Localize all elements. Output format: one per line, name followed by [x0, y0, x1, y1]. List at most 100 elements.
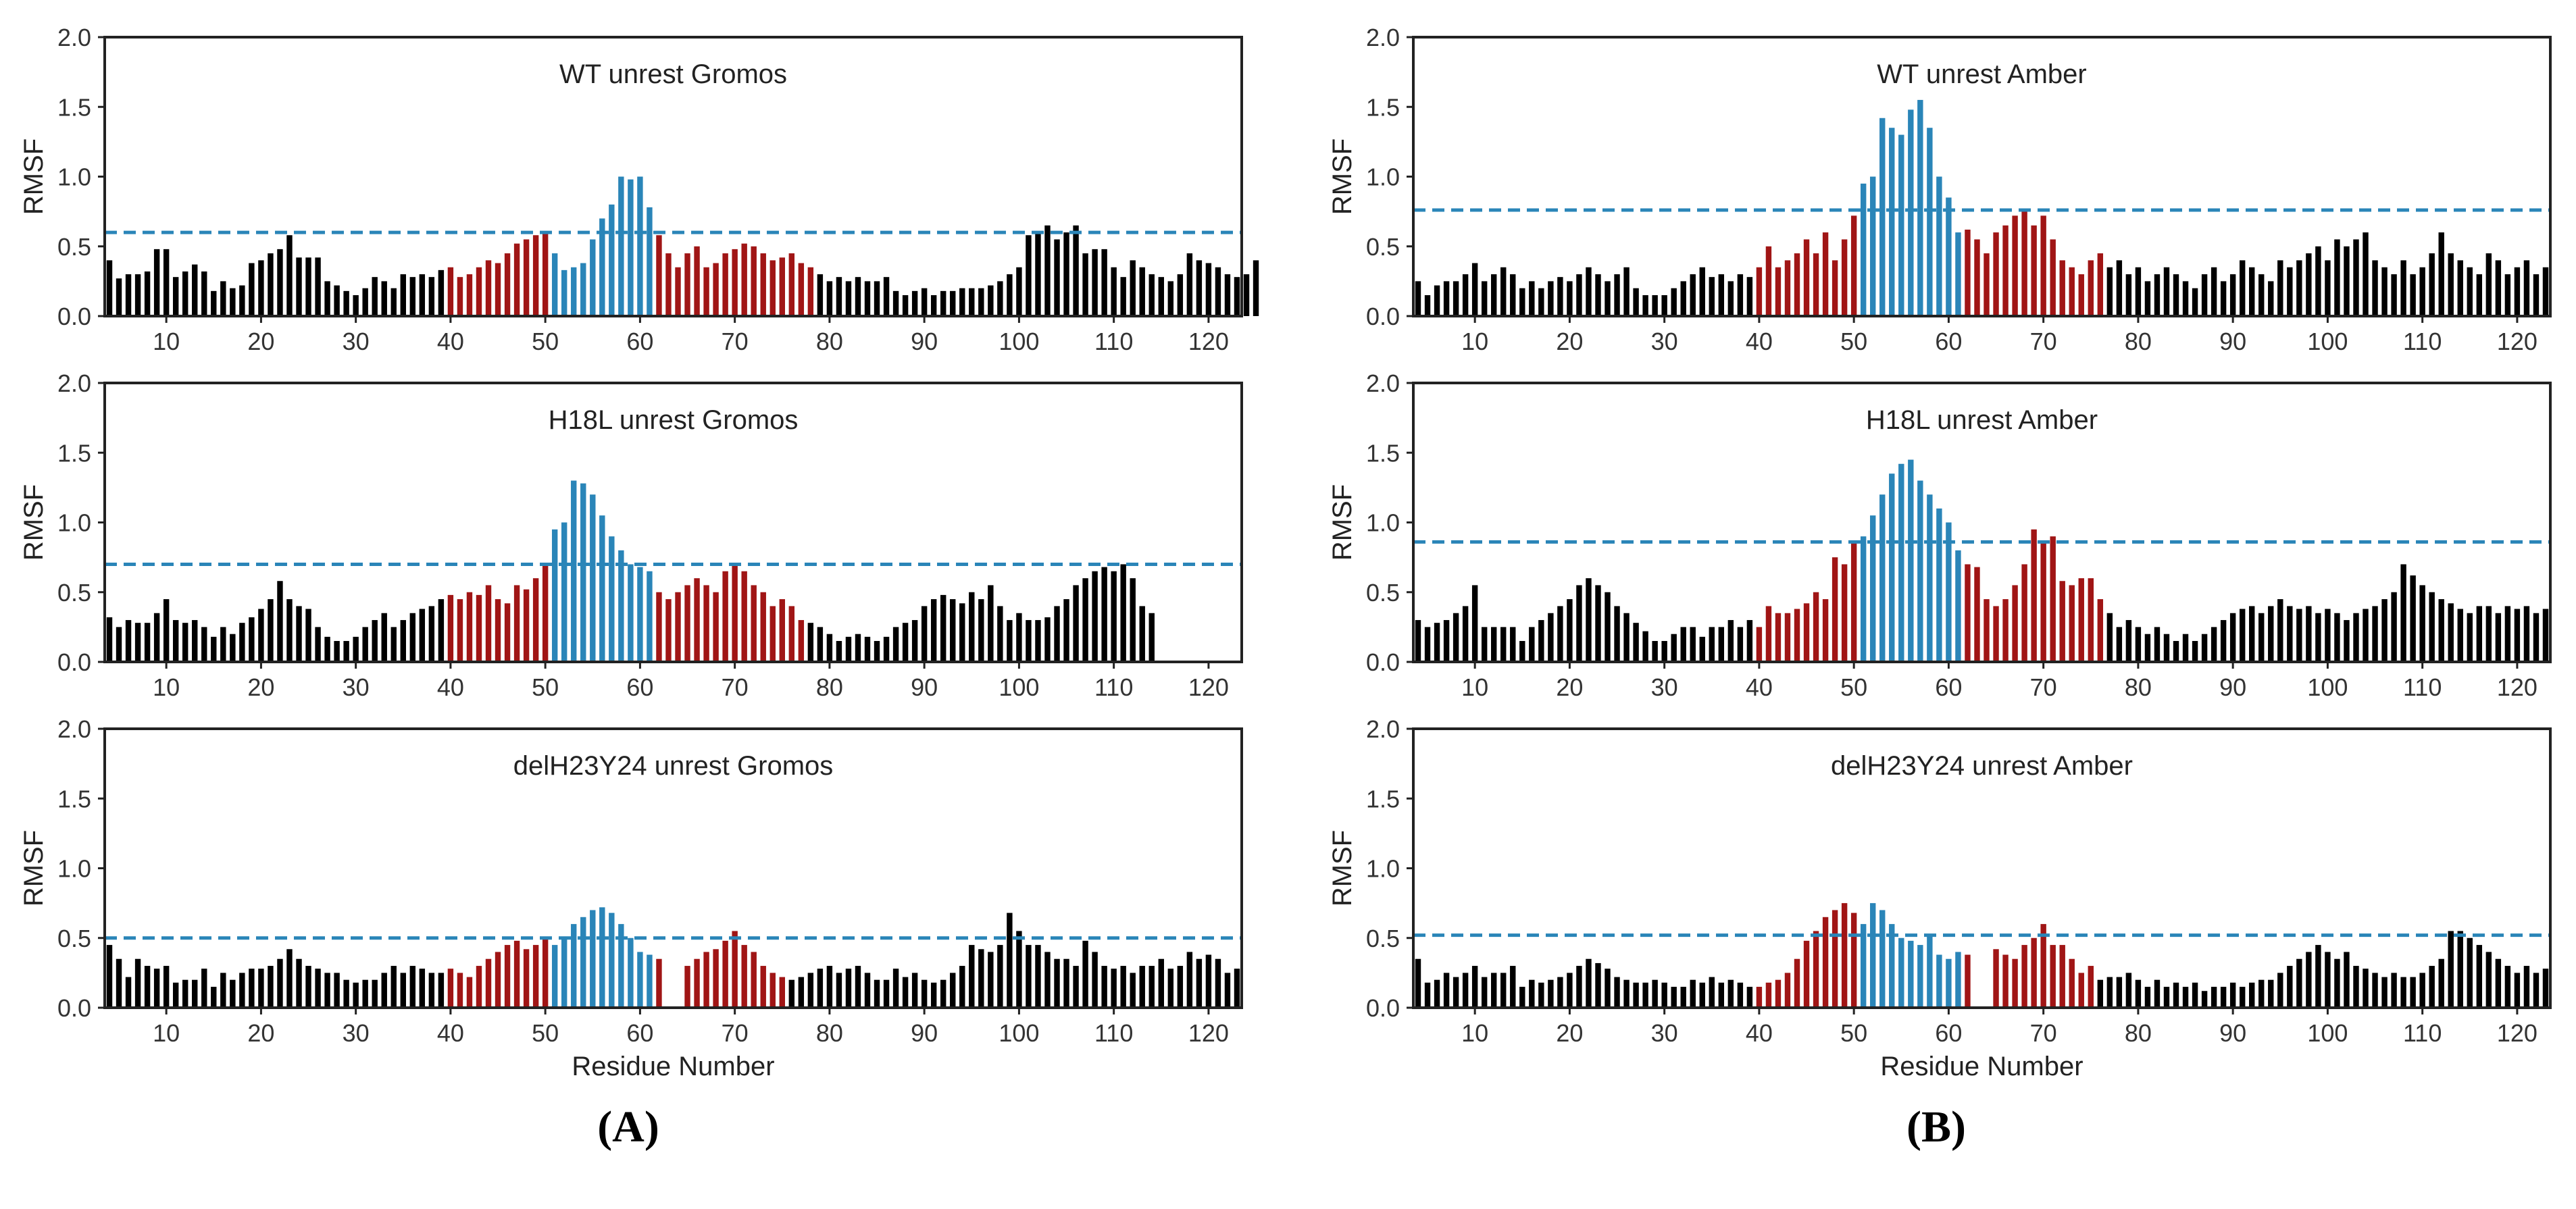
bar-residue-117 — [1177, 966, 1184, 1008]
bar-residue-93 — [950, 599, 956, 662]
bar-residue-93 — [2258, 979, 2265, 1008]
bar-residue-41 — [457, 277, 463, 316]
bar-residue-12 — [1491, 973, 1497, 1008]
bar-residue-65 — [684, 585, 690, 662]
bar-residue-27 — [1633, 288, 1639, 316]
bar-residue-106 — [1073, 225, 1079, 316]
bar-residue-28 — [334, 641, 340, 662]
panel-label-b: (B) — [1906, 1102, 1966, 1152]
bar-residue-69 — [722, 571, 728, 662]
bar-residue-95 — [2277, 260, 2283, 316]
bar-residue-51 — [1860, 536, 1867, 662]
y-axis-label: RMSF — [19, 484, 49, 561]
bar-residue-80 — [826, 634, 833, 662]
bar-residue-43 — [1784, 613, 1791, 662]
bar-residue-112 — [1130, 578, 1136, 662]
bar-residue-89 — [2220, 620, 2227, 662]
bar-residue-17 — [230, 288, 236, 316]
bar-residue-54 — [1889, 128, 1895, 316]
chart-title: WT unrest Amber — [1877, 59, 2086, 89]
y-tick-label: 1.5 — [57, 785, 91, 813]
bar-residue-77 — [798, 620, 805, 662]
bar-residue-69 — [722, 253, 728, 316]
bar-residue-82 — [2154, 979, 2161, 1008]
bar-residue-49 — [532, 578, 539, 662]
bar-residue-45 — [495, 952, 501, 1008]
bar-residue-100 — [1016, 613, 1022, 662]
bar-residue-107 — [1082, 940, 1088, 1008]
bar-residue-103 — [2353, 613, 2359, 662]
bar-residue-57 — [609, 204, 615, 316]
bar-residue-78 — [807, 623, 814, 662]
bar-residue-45 — [495, 263, 501, 316]
bar-residue-55 — [590, 494, 596, 662]
bar-residue-120 — [1205, 263, 1212, 316]
y-tick-label: 0.5 — [1366, 579, 1400, 607]
bar-residue-102 — [1035, 945, 1041, 1008]
y-tick-label: 0.5 — [57, 579, 91, 607]
bar-residue-53 — [571, 480, 577, 662]
bar-residue-4 — [106, 260, 113, 316]
bar-residue-86 — [883, 277, 890, 316]
bar-residue-17 — [1538, 620, 1544, 662]
bar-residue-49 — [532, 235, 539, 316]
bar-residue-79 — [817, 274, 824, 316]
x-tick-label: 20 — [1556, 673, 1583, 701]
bar-residue-45 — [1803, 603, 1810, 662]
y-tick-label: 2.0 — [57, 715, 91, 743]
bar-residue-28 — [334, 285, 340, 316]
bar-residue-8 — [144, 271, 151, 316]
bar-residue-71 — [741, 243, 747, 316]
bar-residue-4 — [106, 945, 113, 1008]
bar-residue-47 — [1822, 599, 1829, 662]
bar-residue-57 — [1917, 480, 1923, 662]
bar-residue-4 — [1415, 281, 1421, 317]
bar-residue-70 — [732, 931, 738, 1008]
bar-residue-39 — [438, 973, 445, 1008]
bar-residue-94 — [2268, 606, 2274, 662]
bar-residue-35 — [400, 274, 406, 316]
bar-residue-26 — [1623, 613, 1630, 662]
bar-residue-45 — [495, 599, 501, 662]
bar-residue-10 — [1471, 263, 1478, 316]
bar-residue-35 — [400, 620, 406, 662]
bar-residue-30 — [1661, 641, 1667, 662]
bar-residue-24 — [296, 958, 302, 1008]
bar-residue-53 — [1879, 494, 1886, 662]
bar-residue-14 — [201, 271, 207, 316]
bar-residue-21 — [1576, 966, 1582, 1008]
y-tick-label: 1.0 — [1366, 509, 1400, 537]
bar-residue-68 — [2021, 564, 2027, 662]
bar-residue-74 — [2078, 973, 2084, 1008]
x-tick-label: 80 — [2125, 673, 2152, 701]
bar-residue-37 — [1727, 281, 1734, 317]
bar-residue-72 — [2059, 581, 2065, 662]
bar-residue-37 — [419, 969, 426, 1008]
bar-residue-84 — [2173, 982, 2179, 1008]
bar-residue-115 — [1158, 958, 1164, 1008]
bar-residue-98 — [997, 606, 1003, 662]
bar-residue-18 — [239, 973, 245, 1008]
bar-residue-23 — [286, 235, 293, 316]
bar-residue-39 — [438, 599, 445, 662]
bar-residue-87 — [2201, 991, 2208, 1008]
bar-residue-118 — [2495, 613, 2502, 662]
bar-residue-9 — [1462, 274, 1469, 316]
bar-residue-33 — [381, 613, 387, 662]
y-axis-label: RMSF — [1328, 138, 1357, 215]
bar-residue-63 — [1974, 567, 1980, 662]
bar-residue-75 — [2088, 578, 2094, 662]
bar-residue-103 — [2353, 239, 2359, 316]
bar-residue-53 — [571, 924, 577, 1008]
bar-residue-7 — [134, 958, 141, 1008]
bar-residue-59 — [628, 564, 634, 662]
bar-residue-105 — [1063, 958, 1069, 1008]
bar-residue-7 — [1443, 281, 1450, 317]
bar-residue-16 — [220, 281, 226, 317]
bar-residue-81 — [2144, 281, 2151, 317]
bar-residue-106 — [2381, 267, 2388, 316]
bar-residue-82 — [845, 636, 852, 662]
y-tick-label: 1.0 — [57, 509, 91, 537]
bar-residue-55 — [590, 910, 596, 1008]
